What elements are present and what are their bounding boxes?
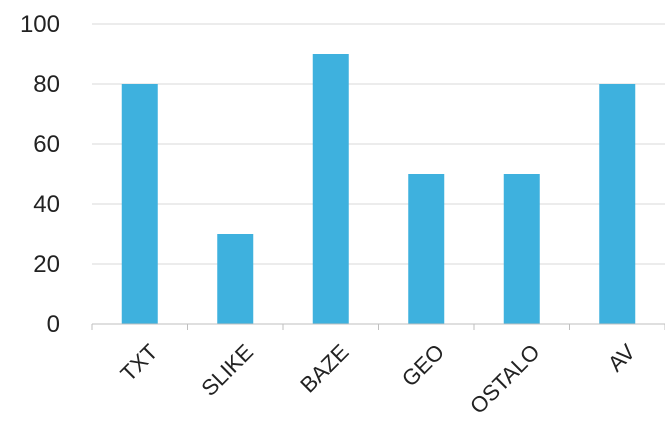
x-tick-label-geo: GEO — [397, 339, 449, 391]
y-tick-label-60: 60 — [33, 131, 60, 158]
gridlines — [92, 23, 665, 265]
x-tick-label-ostalo: OSTALO — [465, 339, 545, 419]
bar-ostalo — [503, 174, 540, 324]
bar-av — [599, 84, 636, 324]
y-tick-label-100: 100 — [20, 11, 60, 38]
y-tick-label-80: 80 — [33, 71, 60, 98]
x-tick-label-baze: BAZE — [295, 339, 353, 397]
bar-baze — [312, 54, 349, 324]
y-tick-label-0: 0 — [47, 311, 60, 338]
axes — [91, 323, 665, 330]
bar-geo — [408, 174, 445, 324]
bar-txt — [121, 84, 158, 324]
x-tick-label-txt: TXT — [116, 339, 163, 386]
bar-slike — [217, 234, 254, 324]
y-tick-label-40: 40 — [33, 191, 60, 218]
y-tick-label-20: 20 — [33, 251, 60, 278]
bars — [121, 54, 636, 324]
y-tick-labels: 0 20 40 60 80 100 — [20, 11, 60, 338]
x-tick-label-slike: SLIKE — [196, 339, 258, 401]
x-tick-label-av: AV — [603, 339, 641, 377]
x-tick-labels: TXT SLIKE BAZE GEO OSTALO AV — [116, 339, 641, 419]
